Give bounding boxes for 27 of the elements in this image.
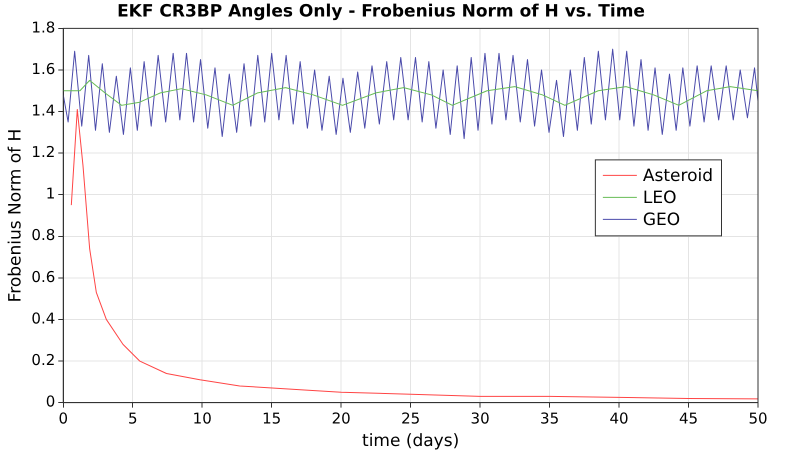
- x-tick-label: 5: [128, 409, 138, 428]
- y-tick-label: 0.4: [31, 309, 56, 328]
- y-tick-label: 1.8: [31, 18, 56, 36]
- x-tick-label: 0: [58, 409, 68, 428]
- x-tick-label: 20: [332, 409, 351, 428]
- x-axis-title: time (days): [362, 431, 460, 452]
- legend-label: GEO: [642, 210, 680, 230]
- x-tick-label: 35: [540, 409, 560, 428]
- legend-label: LEO: [642, 188, 676, 208]
- x-tick-label: 45: [678, 409, 698, 428]
- y-tick-label: 1.2: [31, 143, 56, 162]
- y-tick-label: 0: [46, 392, 56, 410]
- chart-title: EKF CR3BP Angles Only - Frobenius Norm of H vs. Time: [117, 2, 645, 22]
- legend-label: Asteroid: [642, 166, 714, 186]
- x-tick-label: 40: [610, 409, 629, 428]
- y-tick-label: 1: [46, 184, 56, 203]
- y-tick-label: 0.6: [31, 268, 56, 286]
- x-tick-label: 25: [401, 409, 420, 428]
- x-tick-label: 10: [192, 409, 212, 428]
- y-tick-label: 0.2: [31, 350, 56, 369]
- x-tick-label: 50: [748, 409, 768, 428]
- y-axis-title: Frobenius Norm of H: [6, 128, 26, 302]
- y-tick-label: 0.8: [31, 226, 56, 244]
- x-tick-label: 15: [262, 409, 282, 428]
- x-tick-label: 30: [470, 409, 490, 428]
- y-tick-label: 1.4: [31, 101, 56, 120]
- y-tick-label: 1.6: [31, 60, 56, 78]
